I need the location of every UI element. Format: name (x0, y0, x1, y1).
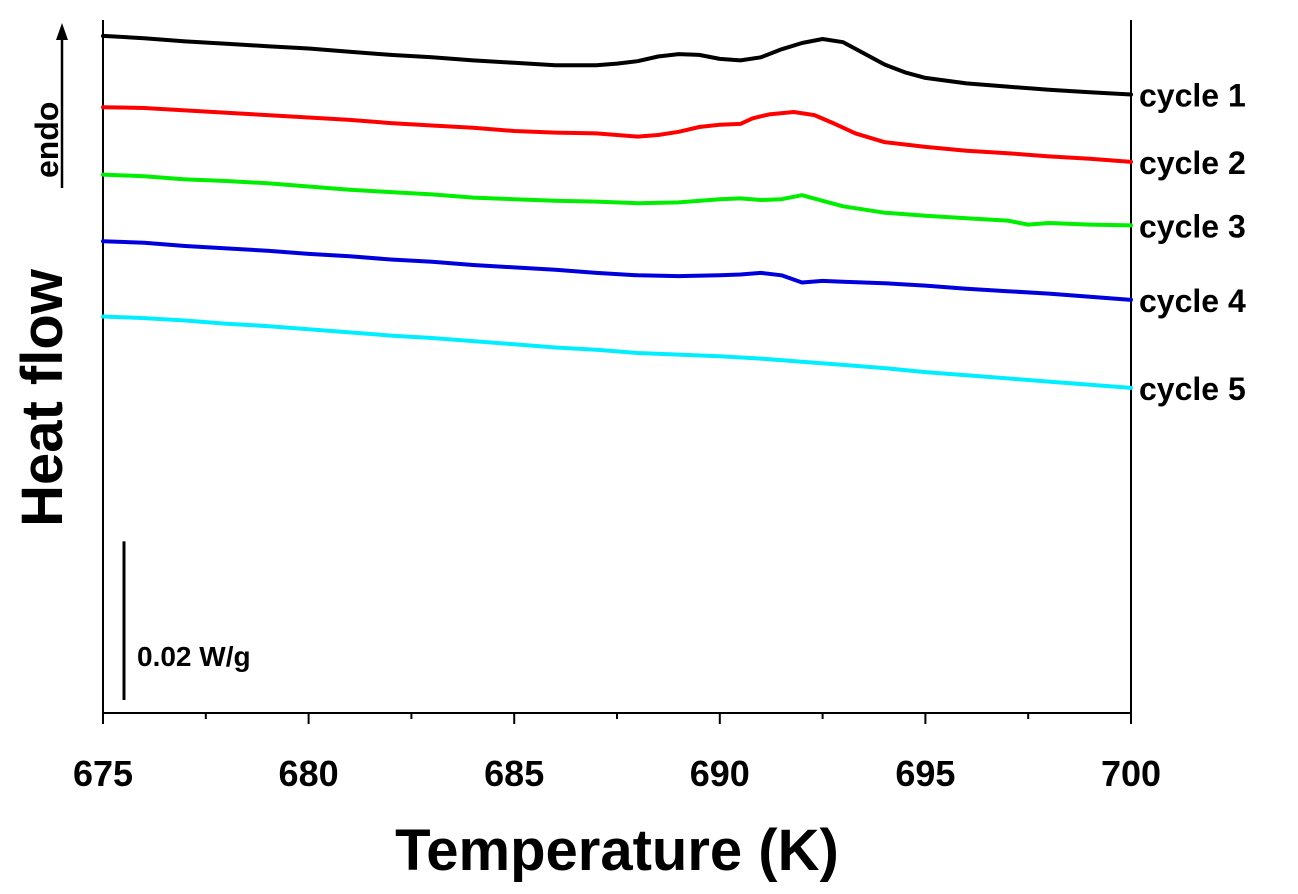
series-label-cycle-2: cycle 2 (1139, 145, 1246, 181)
x-tick-label: 690 (690, 753, 750, 794)
endo-arrow-head (56, 23, 68, 40)
x-tick-label: 675 (73, 753, 133, 794)
x-ticks: 675 680 685 690 695 700 (73, 713, 1161, 794)
endo-indicator: endo (29, 23, 68, 188)
y-axis-title: Heat flow (10, 268, 75, 527)
series-label-cycle-4: cycle 4 (1139, 283, 1246, 319)
x-tick-label: 685 (484, 753, 544, 794)
plot-frame (102, 20, 1132, 714)
endo-label: endo (29, 102, 65, 178)
series-label-cycle-5: cycle 5 (1139, 371, 1246, 407)
series-labels: cycle 1 cycle 2 cycle 3 cycle 4 cycle 5 (1139, 78, 1246, 407)
x-tick-label: 700 (1101, 753, 1161, 794)
series-line-cycle-2 (101, 105, 1133, 164)
series-label-cycle-1: cycle 1 (1139, 78, 1246, 114)
scale-bar: 0.02 W/g (122, 541, 251, 700)
series-line-cycle-5 (101, 314, 1133, 390)
series-line-cycle-4 (101, 239, 1133, 302)
x-axis-title: Temperature (K) (395, 818, 839, 883)
series-line-cycle-3 (101, 172, 1133, 228)
x-tick-label: 680 (279, 753, 339, 794)
series-label-cycle-3: cycle 3 (1139, 208, 1246, 244)
x-tick-label: 695 (895, 753, 955, 794)
series-line-cycle-1 (101, 33, 1133, 97)
scale-bar-label: 0.02 W/g (137, 641, 251, 672)
series-lines (101, 33, 1133, 390)
